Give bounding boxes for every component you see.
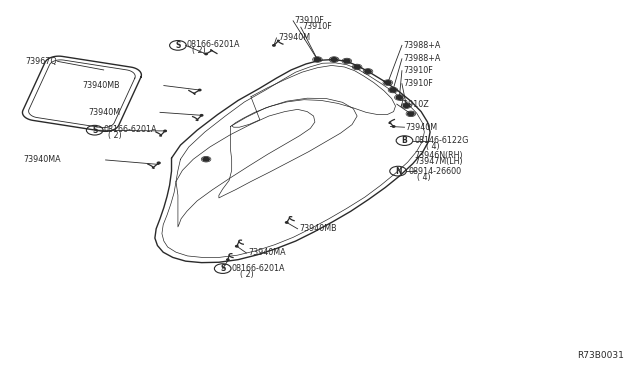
Circle shape — [227, 259, 229, 260]
Text: 08166-6201A: 08166-6201A — [104, 125, 157, 134]
Circle shape — [285, 222, 288, 223]
Circle shape — [392, 126, 395, 127]
Text: S: S — [175, 41, 180, 50]
Text: 73910F: 73910F — [294, 16, 324, 25]
Text: ( 2): ( 2) — [108, 131, 121, 140]
Text: 73940M: 73940M — [278, 33, 310, 42]
Text: 08914-26600: 08914-26600 — [408, 167, 461, 176]
Text: 73910F: 73910F — [302, 22, 332, 31]
Circle shape — [408, 112, 414, 116]
Text: 73940MA: 73940MA — [248, 248, 286, 257]
Text: B: B — [402, 136, 407, 145]
Text: 08146-6122G: 08146-6122G — [415, 136, 469, 145]
Text: S: S — [92, 126, 97, 135]
Text: 73947M(LH): 73947M(LH) — [415, 157, 463, 166]
Text: 73967Q: 73967Q — [26, 57, 58, 66]
Text: 08166-6201A: 08166-6201A — [187, 40, 241, 49]
Circle shape — [164, 130, 166, 132]
Circle shape — [273, 45, 275, 46]
Text: 73910F: 73910F — [403, 79, 433, 88]
Text: 73946N(RH): 73946N(RH) — [415, 151, 463, 160]
Text: 73940MB: 73940MB — [300, 224, 337, 233]
Text: 73940MA: 73940MA — [23, 155, 61, 164]
Circle shape — [403, 104, 410, 108]
Text: 73940MB: 73940MB — [83, 81, 120, 90]
Text: S: S — [220, 264, 225, 273]
Circle shape — [236, 246, 238, 247]
Circle shape — [390, 88, 396, 92]
Circle shape — [385, 81, 391, 84]
Circle shape — [198, 89, 201, 91]
Circle shape — [203, 157, 209, 161]
Circle shape — [157, 162, 160, 164]
Text: ( 2): ( 2) — [240, 270, 253, 279]
Circle shape — [354, 65, 360, 69]
Circle shape — [365, 70, 371, 73]
Text: 73988+A: 73988+A — [403, 54, 440, 63]
Text: R73B0031: R73B0031 — [577, 351, 624, 360]
Circle shape — [314, 58, 321, 61]
Text: ( 2): ( 2) — [192, 46, 205, 55]
Circle shape — [205, 53, 207, 55]
Text: 73910F: 73910F — [403, 66, 433, 75]
Text: 73940M: 73940M — [88, 108, 120, 117]
Text: 73910Z: 73910Z — [398, 100, 429, 109]
Circle shape — [331, 58, 337, 61]
Text: ( 4): ( 4) — [426, 142, 439, 151]
Circle shape — [200, 115, 203, 116]
Text: 08166-6201A: 08166-6201A — [232, 264, 285, 273]
Circle shape — [344, 59, 350, 63]
Text: 73988+A: 73988+A — [403, 41, 440, 50]
Circle shape — [396, 96, 403, 99]
Text: ( 4): ( 4) — [417, 173, 431, 182]
Text: 73940M: 73940M — [406, 123, 438, 132]
Text: N: N — [395, 167, 401, 176]
